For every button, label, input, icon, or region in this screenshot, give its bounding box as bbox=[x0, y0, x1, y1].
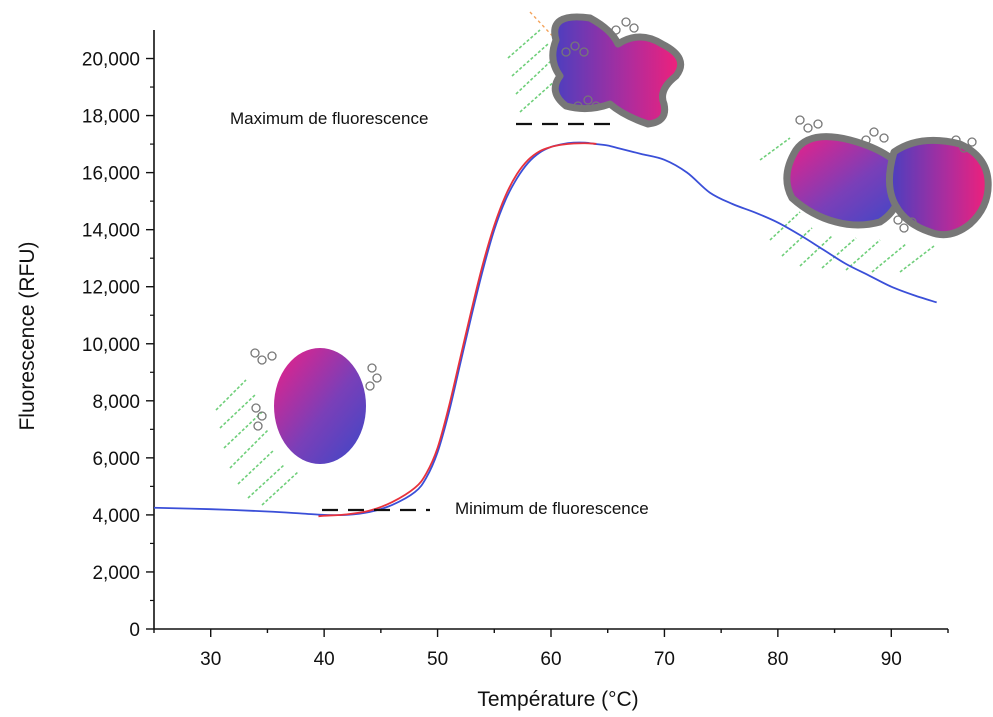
y-axis-title: Fluorescence (RFU) bbox=[16, 241, 39, 430]
y-tick-label: 0 bbox=[129, 620, 140, 641]
series-line-2 bbox=[318, 142, 597, 518]
x-tick-label: 70 bbox=[654, 649, 675, 670]
protein-illustrations bbox=[215, 11, 992, 506]
y-tick-label: 2,000 bbox=[92, 563, 140, 584]
unfolding-protein-illustration bbox=[507, 11, 685, 128]
y-tick-label: 6,000 bbox=[92, 449, 140, 470]
x-tick-label: 40 bbox=[314, 649, 335, 670]
x-axis-title: Température (°C) bbox=[477, 688, 638, 711]
axes: 0 2,000 4,000 6,000 8,000 10,000 12,000 14,000 1… bbox=[16, 30, 949, 711]
folded-protein-illustration bbox=[215, 348, 382, 506]
y-tick-label: 10,000 bbox=[82, 335, 140, 356]
x-axis-ticks: 30 40 50 60 70 80 90 bbox=[153, 629, 949, 670]
x-tick-label: 50 bbox=[427, 649, 448, 670]
y-tick-label: 8,000 bbox=[92, 392, 140, 413]
x-tick-label: 60 bbox=[540, 649, 561, 670]
annotations: Maximum de fluorescence Minimum de fluor… bbox=[230, 109, 649, 518]
y-tick-label: 18,000 bbox=[82, 107, 140, 128]
y-axis-ticks: 0 2,000 4,000 6,000 8,000 10,000 12,000 14,000 1… bbox=[82, 50, 154, 641]
y-tick-label: 16,000 bbox=[82, 164, 140, 185]
y-tick-label: 4,000 bbox=[92, 506, 140, 527]
x-tick-label: 30 bbox=[200, 649, 221, 670]
aggregated-protein-illustration bbox=[759, 115, 992, 273]
x-tick-label: 90 bbox=[881, 649, 902, 670]
y-tick-label: 12,000 bbox=[82, 278, 140, 299]
max-fluorescence-label: Maximum de fluorescence bbox=[230, 109, 428, 128]
series-layer bbox=[153, 141, 937, 518]
y-tick-label: 20,000 bbox=[82, 50, 140, 71]
min-fluorescence-label: Minimum de fluorescence bbox=[455, 499, 649, 518]
y-tick-label: 14,000 bbox=[82, 221, 140, 242]
x-tick-label: 80 bbox=[767, 649, 788, 670]
